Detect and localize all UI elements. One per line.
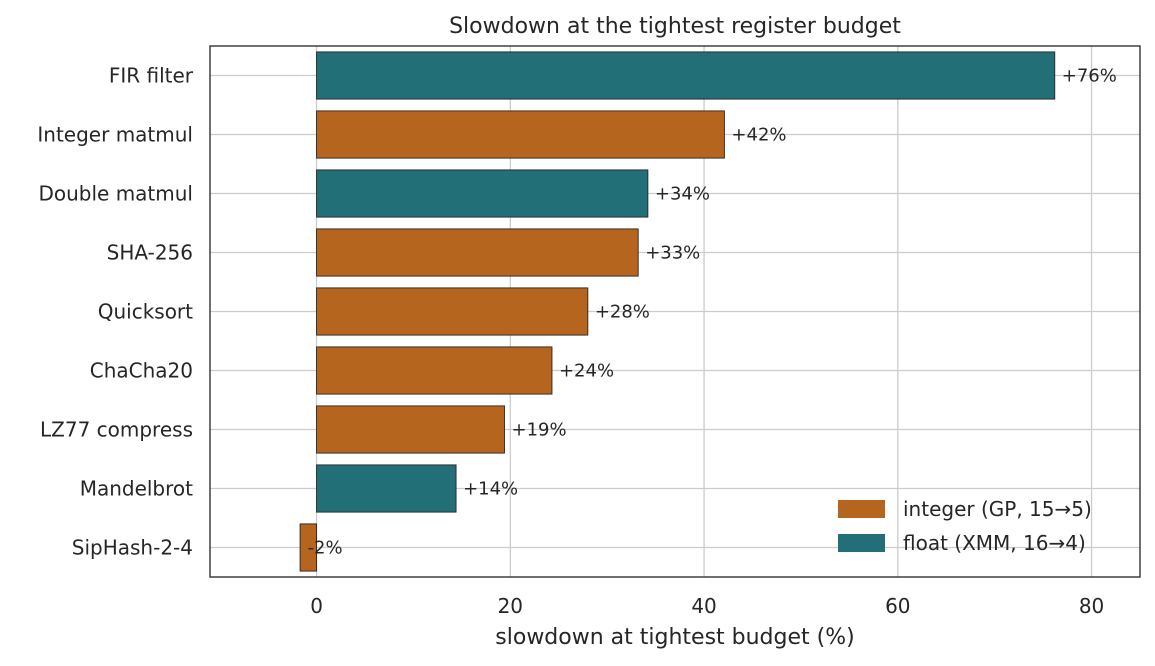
bar [316, 110, 725, 159]
bar [316, 346, 553, 395]
value-label: -2% [308, 538, 343, 559]
chart-title: Slowdown at the tightest register budget [449, 14, 901, 39]
legend-swatch-integer [838, 500, 885, 518]
bar [299, 523, 318, 572]
x-tick-label: 20 [498, 594, 523, 618]
value-label: +14% [463, 479, 518, 500]
value-label: +28% [595, 302, 650, 323]
legend: integer (GP, 15→5) float (XMM, 16→4) [838, 497, 1092, 555]
category-labels: FIR filter Integer matmul Double matmul SHA… [37, 64, 193, 560]
bars [299, 51, 1056, 572]
x-axis-label: slowdown at tightest budget (%) [495, 625, 854, 650]
value-label: +34% [655, 184, 710, 205]
value-label: +19% [512, 420, 567, 441]
x-tick-label: 0 [310, 594, 323, 618]
bar [316, 169, 649, 218]
x-tick-label: 40 [691, 594, 716, 618]
value-label: +76% [1062, 66, 1117, 87]
x-tick-labels: 0 20 40 60 80 [310, 594, 1104, 618]
category-label: SHA-256 [107, 241, 193, 265]
value-label: +33% [645, 243, 700, 264]
legend-swatch-float [838, 534, 885, 552]
value-labels: +76% +42% +34% +33% +28% +24% +19% +14% -2% [308, 66, 1117, 559]
category-label: Double matmul [38, 182, 193, 206]
category-label: FIR filter [109, 64, 194, 88]
value-label: +24% [559, 361, 614, 382]
x-tick-label: 60 [885, 594, 910, 618]
x-tick-label: 80 [1079, 594, 1104, 618]
bar [316, 228, 639, 277]
legend-label-integer: integer (GP, 15→5) [903, 497, 1092, 521]
category-label: SipHash-2-4 [72, 536, 193, 560]
legend-label-float: float (XMM, 16→4) [903, 531, 1086, 555]
bar [316, 405, 505, 454]
value-label: +42% [731, 125, 786, 146]
bar [316, 51, 1056, 100]
plot-frame [209, 45, 1141, 578]
bar [316, 464, 457, 513]
category-label: Mandelbrot [80, 477, 193, 501]
category-label: LZ77 compress [40, 418, 193, 442]
bar [316, 287, 589, 336]
category-label: ChaCha20 [90, 359, 193, 383]
category-label: Integer matmul [37, 123, 193, 147]
category-label: Quicksort [98, 300, 193, 324]
